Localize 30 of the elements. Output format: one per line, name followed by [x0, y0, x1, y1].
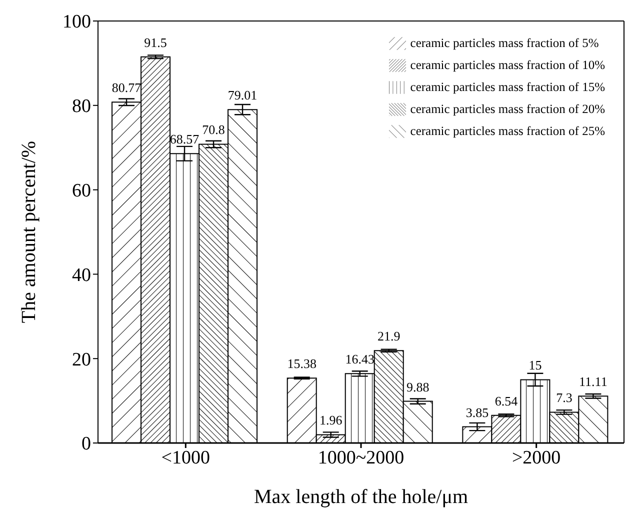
x-tick-label: >2000 [512, 447, 561, 468]
data-label: 1.96 [319, 412, 343, 428]
x-tick-label: <1000 [161, 447, 210, 468]
data-label: 15 [528, 358, 542, 373]
y-axis-title: The amount percent/% [18, 140, 40, 324]
data-label: 68.57 [170, 132, 200, 147]
x-tick-label: 1000~2000 [318, 447, 404, 468]
y-tick-label: 40 [72, 264, 91, 286]
legend-label: ceramic particles mass fraction of 20% [410, 102, 605, 116]
data-label: 16.43 [345, 352, 374, 367]
legend-label: ceramic particles mass fraction of 10% [410, 58, 605, 72]
data-label: 91.5 [144, 34, 167, 50]
legend-label: ceramic particles mass fraction of 5% [410, 36, 599, 50]
legend-label: ceramic particles mass fraction of 25% [410, 124, 605, 138]
y-tick-label: 80 [72, 96, 91, 118]
data-label: 6.54 [494, 393, 518, 408]
legend-label: ceramic particles mass fraction of 15% [410, 80, 605, 94]
y-tick-label: 60 [72, 180, 91, 202]
y-tick-label: 20 [72, 349, 91, 370]
data-label: 9.88 [406, 379, 430, 394]
data-label: 11.11 [579, 374, 608, 390]
data-label: 3.85 [466, 404, 489, 420]
data-label: 7.3 [556, 390, 572, 406]
x-axis-title: Max length of the hole/μm [254, 486, 468, 508]
data-label: 21.9 [377, 328, 400, 344]
data-label: 15.38 [287, 356, 316, 372]
y-tick-label: 0 [82, 434, 91, 455]
data-label: 70.8 [202, 122, 225, 138]
y-tick-label: 100 [62, 12, 91, 33]
data-label: 79.01 [228, 88, 258, 103]
